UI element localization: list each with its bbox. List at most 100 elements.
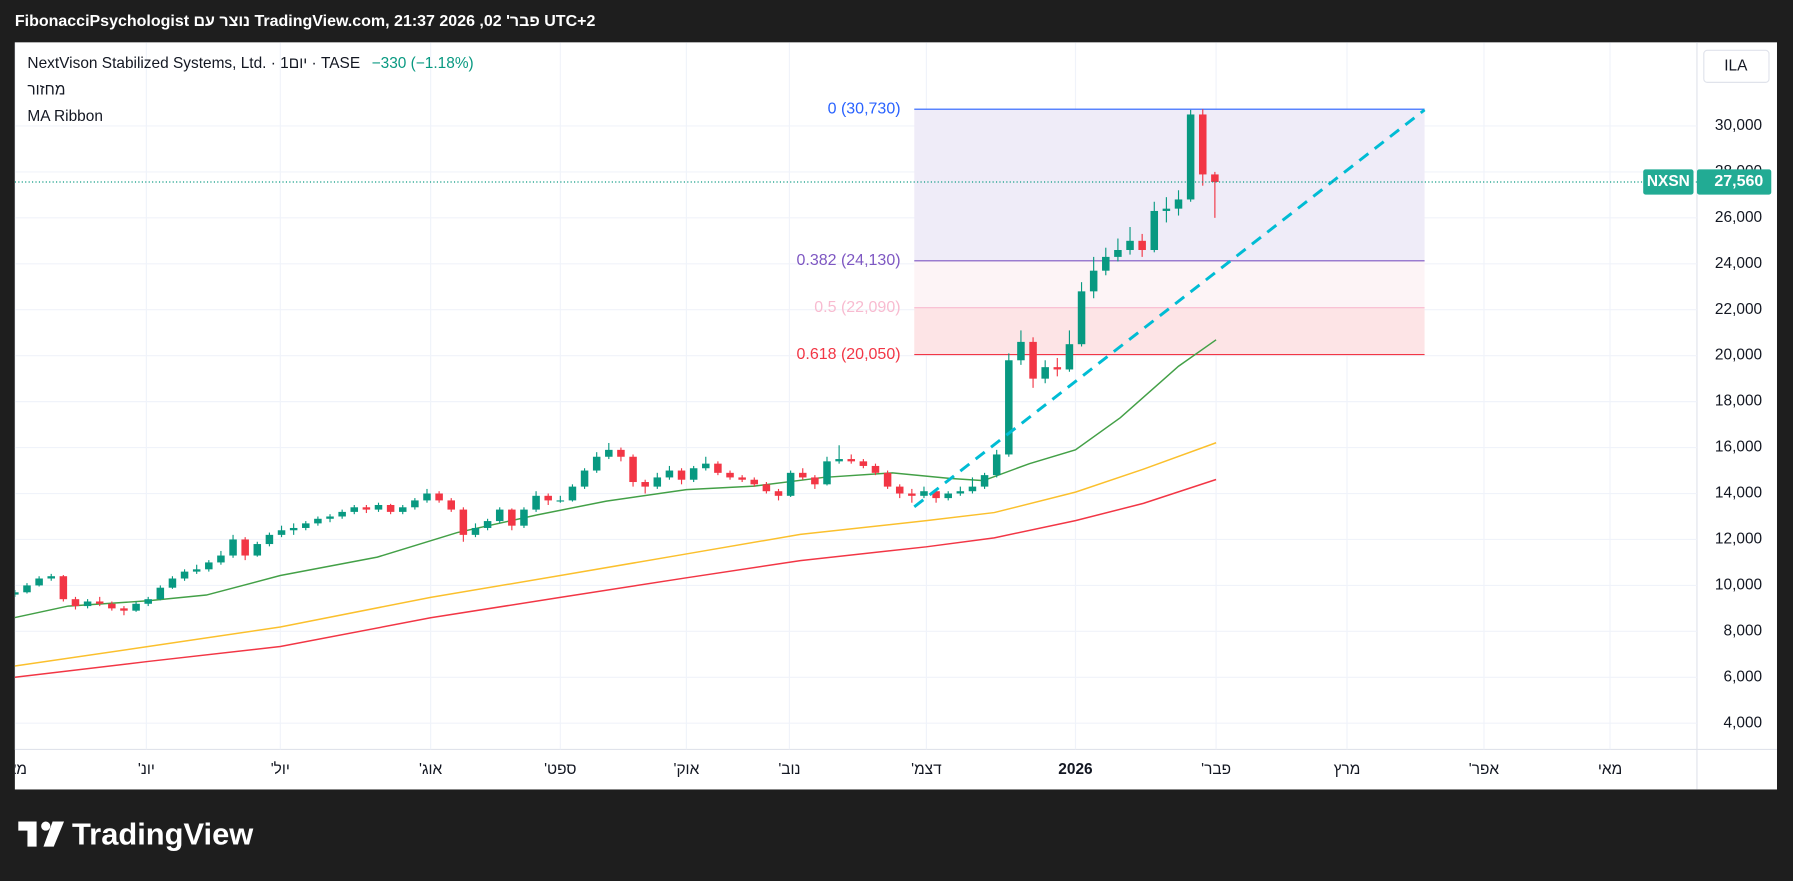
x-tick-label: פבר' [1201,761,1231,778]
candle-body [665,470,674,478]
candle-body [932,491,940,499]
candle-body [1017,341,1025,361]
candle-body [350,507,359,512]
y-tick-label: 26,000 [1715,209,1762,226]
candle-body [362,507,371,510]
time-axis: מאי יונ' יול' אוג' ספט' אוק' נוב' דצמ' 2026 פבר' מ… [15,761,1622,778]
candle-body [798,472,807,478]
candle-body [253,544,262,556]
indicator-label: מחזור [27,81,65,98]
candle-body [1186,114,1195,200]
candle-body [71,599,80,607]
ma-line [14,478,1217,679]
candle-body [1077,291,1086,345]
y-tick-label: 6,000 [1723,668,1762,685]
x-tick-label: נוב' [778,761,800,778]
candle-body [811,477,819,485]
candle-body [908,493,916,496]
candle-body [774,491,783,496]
candle-body [992,454,1001,476]
title: NextVison Stabilized Systems, Ltd. · 1יו… [27,55,360,72]
ma-line [14,442,1217,667]
candle-body [1211,174,1219,183]
symbol-label: NXSN [1647,173,1690,190]
candle-body [520,509,528,526]
y-tick-label: 10,000 [1715,576,1762,593]
logo-mark [41,821,51,831]
watermark: FibonacciPsychologist נוצר עם TradingVie… [15,13,596,30]
y-tick-label: 22,000 [1715,301,1762,318]
fib-label: 0.618 (20,050) [797,346,901,363]
trend-line [913,108,1426,509]
x-tick-label: אפר' [1469,761,1500,778]
candle-body [338,511,346,517]
x-tick-label: יול' [271,761,290,778]
candle-body [1029,341,1037,379]
candle-body [1199,114,1207,175]
candle-body [1150,210,1159,251]
candle-body [689,468,698,480]
candle-body [14,592,19,595]
candle-body [59,576,68,600]
x-tick-label: אוק' [674,761,700,778]
candle-body [192,569,201,572]
candle-body [544,495,552,501]
candle-body [459,509,468,535]
x-tick-label: דצמ' [911,761,942,778]
candle-body [423,493,431,501]
candle-body [750,479,759,485]
candle-body [23,585,31,593]
y-tick-label: 24,000 [1715,255,1762,272]
currency-box[interactable] [1703,49,1770,83]
candle-body [217,555,225,563]
candle-body [653,477,662,487]
candle-body [180,571,189,579]
candle-body [1089,270,1098,292]
candle-body [629,456,637,483]
candle-body [83,601,92,607]
chart-panel [14,42,1777,790]
logo-mark [18,821,37,847]
price-tag-box [1696,169,1772,195]
currency[interactable]: ILA [1724,57,1748,74]
candle-body [859,461,868,466]
candle-body [483,521,492,528]
x-tick-label: ספט' [544,761,576,778]
x-tick-label: 2026 [1058,761,1093,778]
candle-body [277,530,286,535]
candle-body [314,518,322,524]
candle-body [374,504,383,510]
y-tick-label: 20,000 [1715,347,1762,364]
y-tick-label: 8,000 [1723,622,1762,639]
candle-body [398,507,407,512]
y-tick-label: 14,000 [1715,485,1762,502]
candle-body [835,459,843,462]
candle-body [411,500,419,508]
candle-body [229,539,237,556]
candle-body [823,461,831,485]
candle-body [568,486,577,501]
x-tick-label: יונ' [138,761,155,778]
fib-label: 0.5 (22,090) [814,299,900,316]
candle-body [726,472,734,478]
candle-body [47,576,55,579]
candle-body [1174,199,1183,209]
y-tick-label: 4,000 [1723,714,1762,731]
brand: TradingView [72,817,254,852]
candle-body [641,482,649,487]
symbol-tag [1643,169,1694,195]
fib-label: 0 (30,730) [828,100,901,117]
candle-body [35,578,43,586]
candle-body [144,599,152,604]
x-tick-label: מרץ [1334,761,1361,778]
candle-body [968,486,977,492]
candle-body [580,470,589,487]
indicator-label: MA Ribbon [27,108,102,125]
candle-body [386,504,395,512]
candle-body [447,500,455,510]
candle-body [532,495,540,510]
candle-body [1126,240,1134,251]
candle-body [871,465,880,473]
